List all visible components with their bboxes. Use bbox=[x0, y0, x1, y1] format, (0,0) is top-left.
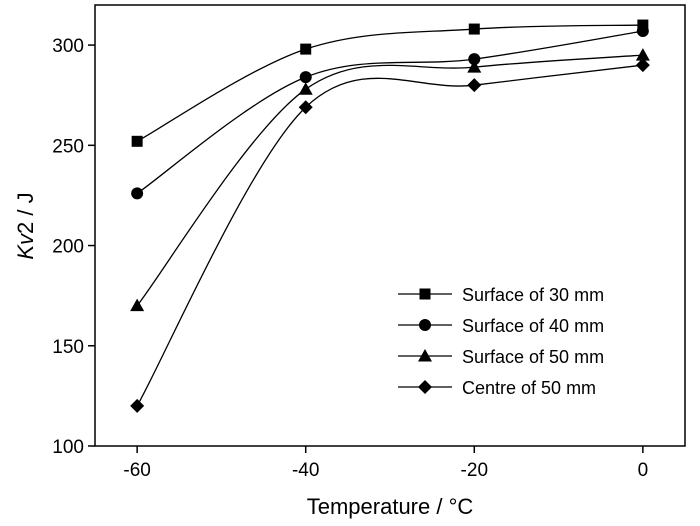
data-point bbox=[298, 82, 313, 95]
legend-item: Surface of 30 mm bbox=[398, 285, 604, 305]
x-tick-label: -20 bbox=[461, 460, 488, 481]
data-point bbox=[300, 43, 312, 55]
legend-item: Surface of 40 mm bbox=[398, 316, 604, 336]
legend-label: Surface of 50 mm bbox=[462, 347, 604, 367]
legend: Surface of 30 mm Surface of 40 mm Surface … bbox=[398, 285, 604, 398]
data-point bbox=[298, 100, 313, 115]
axis-ticks: 100 150 200 250 300 -60 -40 -20 0 bbox=[52, 36, 648, 481]
legend-marker bbox=[419, 319, 431, 331]
plot-frame bbox=[94, 4, 686, 447]
y-tick-label: 300 bbox=[52, 36, 84, 57]
data-point bbox=[637, 19, 649, 31]
data-point bbox=[467, 78, 482, 93]
legend-label: Surface of 30 mm bbox=[462, 285, 604, 305]
legend-item: Centre of 50 mm bbox=[398, 378, 596, 398]
data-point bbox=[635, 58, 650, 73]
data-point bbox=[635, 48, 650, 61]
data-point bbox=[130, 398, 145, 413]
y-tick-label: 200 bbox=[52, 237, 84, 258]
x-tick-label: 0 bbox=[638, 460, 649, 481]
series bbox=[130, 58, 650, 413]
data-point bbox=[467, 60, 482, 73]
series-line bbox=[136, 54, 643, 307]
x-tick-label: -60 bbox=[123, 460, 150, 481]
series bbox=[131, 19, 649, 147]
data-point bbox=[131, 135, 143, 147]
series-line bbox=[136, 64, 643, 407]
x-axis-title: Temperature / °C bbox=[307, 494, 474, 519]
data-point bbox=[468, 53, 481, 66]
y-axis-title-rest: 2 / J bbox=[13, 192, 38, 234]
series bbox=[130, 48, 650, 312]
legend-label: Centre of 50 mm bbox=[462, 378, 596, 398]
series-group bbox=[130, 19, 650, 413]
legend-marker bbox=[418, 380, 432, 394]
series-line bbox=[136, 24, 643, 142]
data-point bbox=[130, 298, 145, 312]
y-axis-title: Kv2 / J bbox=[13, 192, 38, 259]
data-point bbox=[636, 25, 649, 38]
data-point bbox=[468, 23, 480, 35]
x-tick-label: -40 bbox=[292, 460, 319, 481]
y-axis-title-italic: Kv bbox=[13, 232, 38, 260]
legend-item: Surface of 50 mm bbox=[398, 347, 604, 367]
series-line bbox=[136, 30, 643, 194]
data-point bbox=[299, 71, 312, 84]
legend-marker bbox=[419, 288, 431, 300]
series bbox=[131, 25, 649, 200]
legend-marker bbox=[418, 349, 432, 362]
y-tick-label: 150 bbox=[52, 337, 84, 358]
y-tick-label: 250 bbox=[52, 136, 84, 157]
data-point bbox=[131, 187, 144, 200]
y-tick-label: 100 bbox=[52, 437, 84, 458]
legend-label: Surface of 40 mm bbox=[462, 316, 604, 336]
